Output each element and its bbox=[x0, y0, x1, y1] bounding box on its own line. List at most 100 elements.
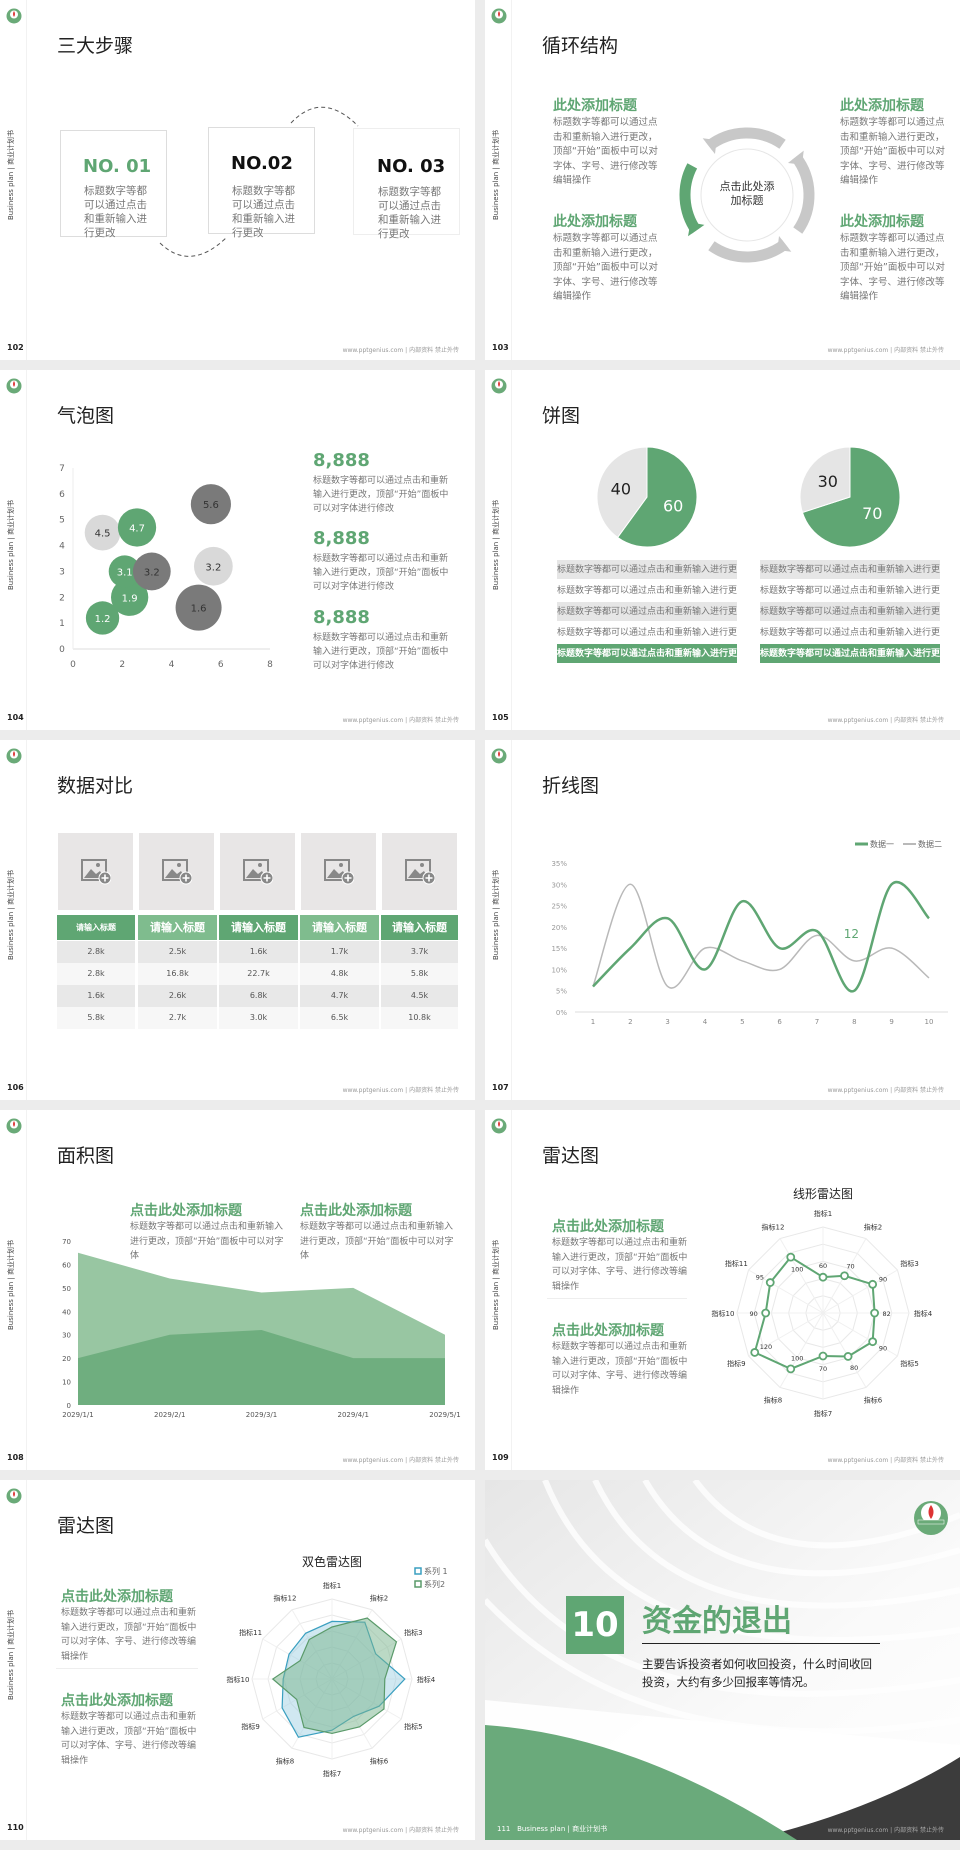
side-strip bbox=[0, 740, 27, 1100]
bubble-label: 3.1 bbox=[117, 567, 133, 578]
divider bbox=[547, 1298, 687, 1299]
bubble bbox=[175, 584, 222, 631]
pie-label: 40 bbox=[611, 480, 631, 499]
slide-104[interactable]: Business plan | 商业计划书 104 www.pptgenius.… bbox=[0, 370, 475, 730]
axis-label: 指标9 bbox=[241, 1722, 259, 1731]
x-tick-label: 2 bbox=[119, 660, 125, 670]
radar-point bbox=[750, 1348, 760, 1357]
pie-charts: 60 40 70 30 bbox=[596, 446, 901, 548]
page-number: 107 bbox=[492, 1083, 509, 1092]
step-number: NO. 01 bbox=[83, 156, 152, 177]
slide-106[interactable]: Business plan | 商业计划书 106 www.pptgenius.… bbox=[0, 740, 475, 1100]
page-number: 106 bbox=[7, 1083, 24, 1092]
table-cell: 3.7k bbox=[381, 941, 459, 963]
value-label: 120 bbox=[760, 1343, 772, 1351]
block-text: 标题数字等都可以通过点击和重新输入进行更改，顶部“开始”面板中可以对字体、字号、… bbox=[553, 117, 658, 186]
table-cell: 4.8k bbox=[300, 963, 380, 985]
slide-110[interactable]: Business plan | 商业计划书 110 www.pptgenius.… bbox=[0, 1480, 475, 1840]
block-heading: 此处添加标题 bbox=[840, 98, 924, 114]
x-tick-label: 4 bbox=[703, 1018, 708, 1026]
value-label: 100 bbox=[791, 1265, 803, 1273]
pie-text-row: 标题数字等都可以通过点击和重新输入进行更改 bbox=[557, 560, 737, 579]
cycle-arc-4 bbox=[791, 153, 815, 234]
table-cell: 16.8k bbox=[138, 963, 218, 985]
pie-text-row: 标题数字等都可以通过点击和重新输入进行更改 bbox=[760, 644, 940, 663]
pie-label: 30 bbox=[818, 472, 838, 491]
slide-109[interactable]: Business plan | 商业计划书 109 www.pptgenius.… bbox=[485, 1110, 960, 1470]
axis-label: 指标7 bbox=[323, 1769, 341, 1778]
page-number: 102 bbox=[7, 343, 24, 352]
x-tick-label: 10 bbox=[925, 1018, 934, 1026]
area-chart: 0 10 20 30 40 50 60 70 2029/1/1 2029/2/1 2029/3/1 2… bbox=[62, 1238, 461, 1419]
slide-103[interactable]: Business plan | 商业计划书 103 www.pptgenius.… bbox=[485, 0, 960, 360]
image-placeholder[interactable] bbox=[220, 833, 295, 910]
block-text: 标题数字等都可以通过点击和重新输入进行更改，顶部“开始”面板中可以对字体 bbox=[300, 1222, 454, 1261]
step-card-3[interactable]: NO. 03 标题数字等都可以通过点击和重新输入进行更改 bbox=[353, 128, 460, 240]
image-placeholder[interactable] bbox=[301, 833, 376, 910]
block-text: 标题数字等都可以通过点击和重新输入进行更改，顶部“开始”面板中可以对字体、字号、… bbox=[840, 233, 945, 302]
table-cell: 2.6k bbox=[138, 985, 218, 1007]
image-placeholder[interactable] bbox=[139, 833, 214, 910]
block-text: 标题数字等都可以通过点击和重新输入进行更改，顶部“开始”面板中可以对字体、字号、… bbox=[553, 233, 658, 302]
image-placeholder[interactable] bbox=[382, 833, 457, 910]
slide-111[interactable]: 10 资金的退出 主要告诉投资者如何收回投资，什么时间收回投资，大约有多少回报率… bbox=[485, 1480, 960, 1840]
slide-title: 三大步骤 bbox=[57, 35, 134, 57]
stat-value: 8,888 bbox=[313, 607, 370, 628]
image-add-icon bbox=[162, 859, 192, 885]
bubble bbox=[85, 601, 120, 635]
axis-label: 指标6 bbox=[370, 1756, 389, 1765]
logo-icon bbox=[6, 1488, 22, 1504]
x-tick-label: 3 bbox=[665, 1018, 669, 1026]
side-label: Business plan | 商业计划书 bbox=[7, 869, 15, 960]
cycle-center-label[interactable]: 点击此处添加标题 bbox=[719, 180, 775, 207]
y-tick-label: 1 bbox=[59, 619, 65, 629]
page-number: 105 bbox=[492, 713, 509, 722]
footer-text: www.pptgenius.com | 内部资料 禁止外传 bbox=[827, 717, 944, 724]
axis-label: 指标2 bbox=[864, 1222, 882, 1231]
axis-label: 指标4 bbox=[417, 1675, 436, 1684]
bubble-label: 1.6 bbox=[191, 604, 207, 615]
radar-point bbox=[843, 1352, 853, 1361]
y-tick-label: 50 bbox=[62, 1285, 71, 1293]
slide-108[interactable]: Business plan | 商业计划书 108 www.pptgenius.… bbox=[0, 1110, 475, 1470]
step-card-2[interactable]: NO.02 标题数字等都可以通过点击和重新输入进行更改 bbox=[208, 127, 315, 239]
value-label: 82 bbox=[882, 1310, 890, 1318]
slide-102[interactable]: Business plan | 商业计划书 102 www.pptgenius.… bbox=[0, 0, 475, 360]
arrow-head-icon bbox=[787, 150, 804, 165]
value-label: 90 bbox=[750, 1310, 758, 1318]
x-tick-label: 4 bbox=[169, 660, 175, 670]
footer-text: www.pptgenius.com | 内部资料 禁止外传 bbox=[342, 1457, 459, 1464]
slide-107[interactable]: Business plan | 商业计划书 107 www.pptgenius.… bbox=[485, 740, 960, 1100]
axis-label: 指标11 bbox=[725, 1259, 748, 1268]
y-tick-label: 6 bbox=[59, 490, 65, 500]
table-cell: 2.7k bbox=[138, 1007, 218, 1029]
bubble bbox=[132, 552, 171, 591]
y-tick-label: 40 bbox=[62, 1308, 71, 1316]
image-add-icon bbox=[243, 859, 273, 885]
table-header: 请输入标题 bbox=[219, 915, 299, 940]
step-card-1[interactable]: NO. 01 标题数字等都可以通过点击和重新输入进行更改 bbox=[60, 130, 167, 239]
table-cell: 6.5k bbox=[300, 1007, 380, 1029]
value-label: 70 bbox=[819, 1365, 827, 1373]
block-heading: 点击此处添加标题 bbox=[61, 1693, 173, 1709]
legend-label: 系列2 bbox=[424, 1579, 445, 1589]
y-tick-label: 25% bbox=[551, 903, 567, 911]
y-tick-label: 10 bbox=[62, 1379, 71, 1387]
y-tick-label: 70 bbox=[62, 1238, 71, 1246]
slide-105[interactable]: Business plan | 商业计划书 105 www.pptgenius.… bbox=[485, 370, 960, 730]
pie-text-row: 标题数字等都可以通过点击和重新输入进行更改 bbox=[557, 581, 737, 600]
cycle-arc-3 bbox=[708, 239, 789, 263]
image-placeholder[interactable] bbox=[58, 833, 133, 910]
slide-title: 折线图 bbox=[542, 775, 600, 797]
dark-swoosh bbox=[750, 1757, 960, 1840]
table-cell: 1.6k bbox=[219, 941, 299, 963]
cycle-arc-2 bbox=[679, 163, 701, 234]
slide-title: 饼图 bbox=[542, 405, 581, 427]
footer-left: 111 Business plan | 商业计划书 bbox=[497, 1824, 607, 1834]
pie-text-row: 标题数字等都可以通过点击和重新输入进行更改 bbox=[760, 602, 940, 621]
side-strip bbox=[0, 0, 27, 360]
image-add-icon bbox=[81, 859, 111, 885]
axis-label: 指标10 bbox=[712, 1309, 735, 1318]
radar-point bbox=[786, 1252, 796, 1262]
background-curves bbox=[485, 1480, 960, 1840]
